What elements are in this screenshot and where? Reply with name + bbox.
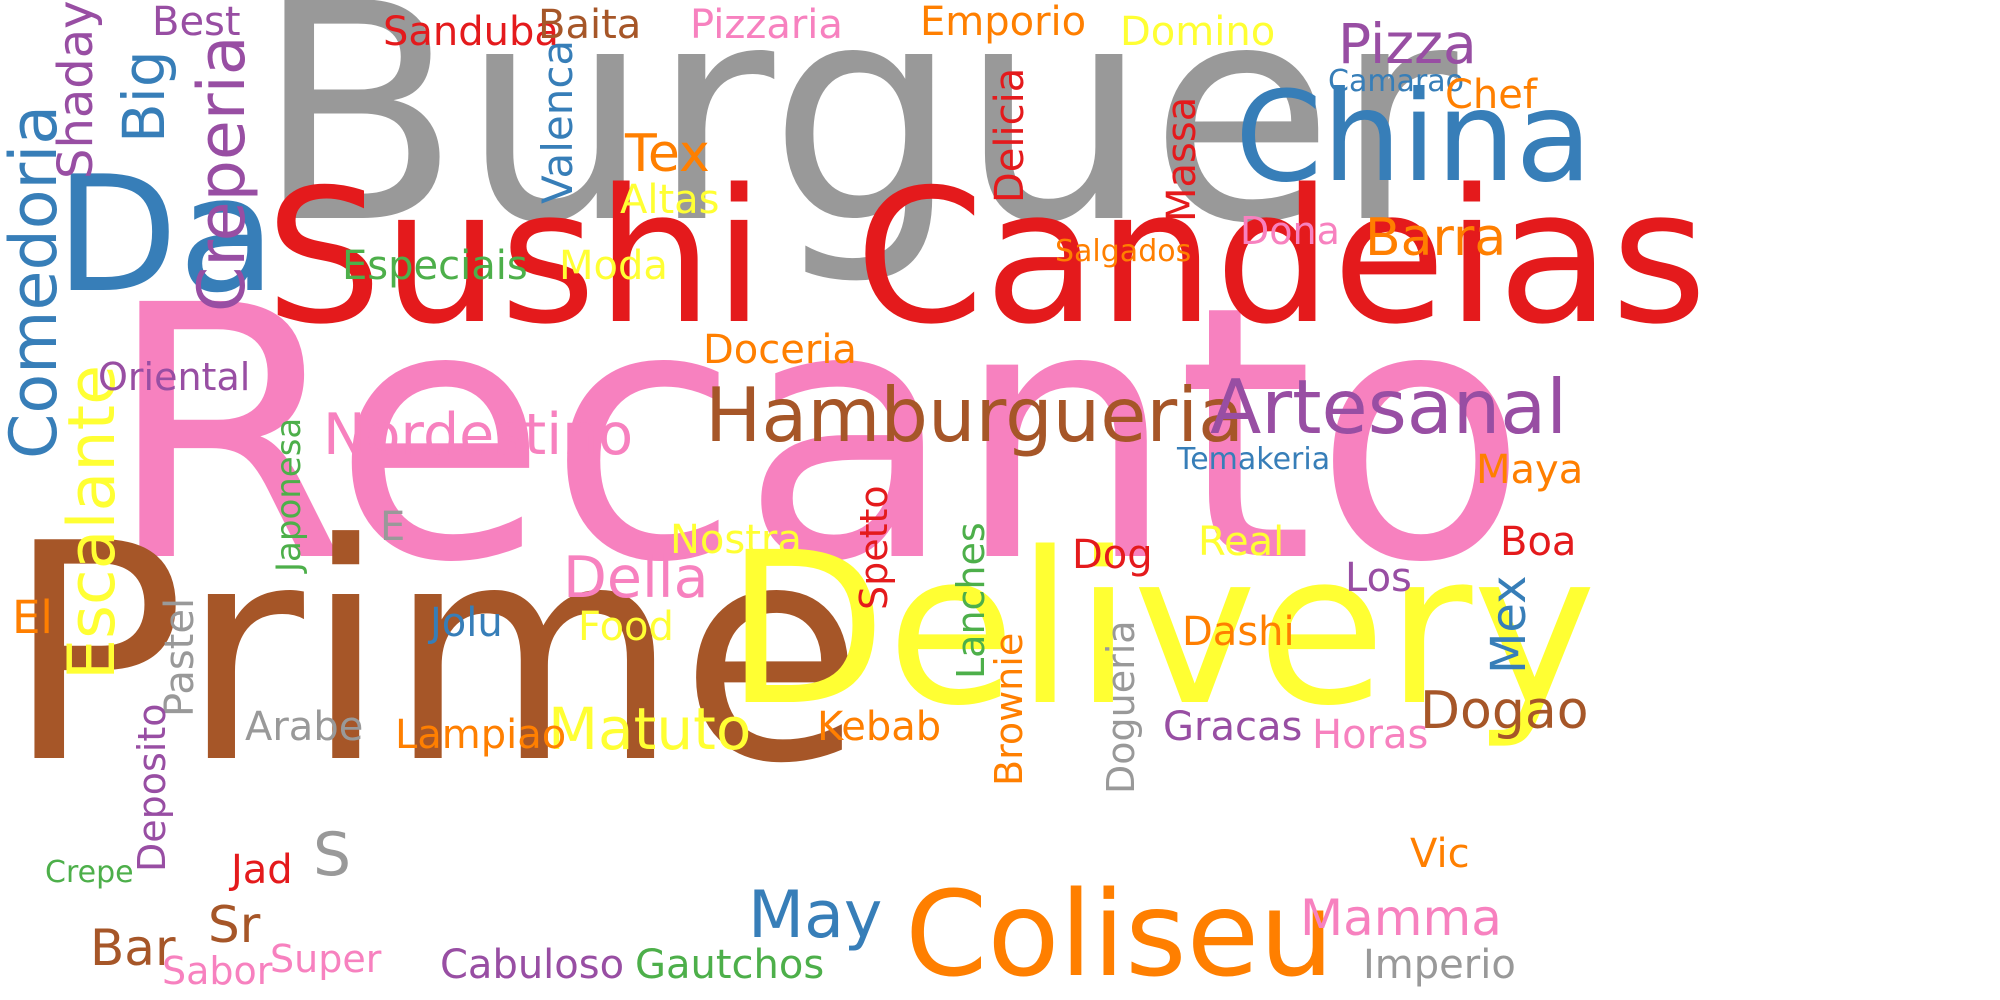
word-food: Food <box>578 604 674 650</box>
word-delicia: Delicia <box>987 67 1033 204</box>
word-oriental: Oriental <box>98 355 251 399</box>
word-gracas: Gracas <box>1163 704 1303 750</box>
word-kebab: Kebab <box>817 704 942 750</box>
word-arabe: Arabe <box>245 704 364 750</box>
word-horas: Horas <box>1312 712 1429 758</box>
word-tex: Tex <box>625 124 710 184</box>
word-da: Da <box>55 141 277 328</box>
word-mamma: Mamma <box>1300 889 1502 947</box>
word-della: Della <box>563 545 709 611</box>
word-lanches: Lanches <box>949 521 993 679</box>
word-pizzaria: Pizzaria <box>690 2 843 48</box>
word-chef: Chef <box>1445 72 1537 118</box>
word-china: China <box>1235 65 1593 210</box>
word-dogueria: Dogueria <box>1099 619 1143 794</box>
word-gautchos: Gautchos <box>635 942 825 988</box>
word-mex: Mex <box>1481 574 1537 674</box>
word-escalante: Escalante <box>55 364 130 681</box>
word-may: May <box>748 878 883 953</box>
word-big: Big <box>110 49 178 143</box>
word-deposito: Deposito <box>130 702 174 872</box>
word-massa: Massa <box>1159 96 1205 223</box>
word-candeias: Candeias <box>855 149 1708 365</box>
word-emporio: Emporio <box>920 0 1087 45</box>
word-boa: Boa <box>1500 519 1577 565</box>
word-dona: Dona <box>1240 209 1340 253</box>
word-altas: Altas <box>620 177 720 223</box>
word-prime: Prime <box>5 480 865 829</box>
word-los: Los <box>1345 555 1412 601</box>
word-best: Best <box>152 0 241 45</box>
word-jolu: Jolu <box>430 600 503 646</box>
word-shaday: Shaday <box>48 0 104 179</box>
word-crepe: Crepe <box>45 855 134 890</box>
word-cabuloso: Cabuloso <box>440 942 625 988</box>
word-especiais: Especiais <box>342 243 528 289</box>
word-doceria: Doceria <box>703 327 857 373</box>
word-vic: Vic <box>1410 831 1470 877</box>
word-brownie: Brownie <box>987 632 1031 787</box>
word-super: Super <box>270 937 382 981</box>
word-delivery: Delivery <box>725 507 1597 752</box>
word-el: El <box>12 591 53 644</box>
word-recanto: Recanto <box>105 231 1528 639</box>
word-sanduba: Sanduba <box>383 9 559 55</box>
word-salgados: Salgados <box>1055 234 1192 269</box>
word-real: Real <box>1198 519 1285 565</box>
word-moda: Moda <box>559 243 668 289</box>
word-nostra: Nostra <box>670 517 802 563</box>
word-camarao: Camarao <box>1328 64 1465 99</box>
word-dog: Dog <box>1072 532 1153 578</box>
word-artesanal: Artesanal <box>1210 363 1568 451</box>
word-baita: Baita <box>538 2 642 48</box>
word-barra: Barra <box>1365 208 1507 268</box>
word-s: S <box>313 820 352 890</box>
word-nordestino: Nordestino <box>323 402 634 468</box>
word-sr: Sr <box>208 896 261 954</box>
word-sabor: Sabor <box>162 949 273 993</box>
word-valenca: Valenca <box>533 39 582 205</box>
word-creperia: Creperia <box>185 34 260 312</box>
word-imperio: Imperio <box>1363 942 1516 988</box>
word-matuto: Matuto <box>548 695 752 763</box>
word-maya: Maya <box>1476 447 1584 493</box>
word-sushi: Sushi <box>265 149 765 365</box>
word-domino: Domino <box>1120 9 1276 55</box>
word-coliseu: Coliseu <box>905 865 1335 1000</box>
word-jad: Jad <box>231 847 293 893</box>
word-pizza: Pizza <box>1338 12 1477 76</box>
word-lampiao: Lampiao <box>395 712 567 758</box>
word-burguer: Burguer <box>255 0 1458 289</box>
word-temakeria: Temakeria <box>1177 442 1331 477</box>
word-spetto: Spetto <box>852 484 896 610</box>
word-japonesa: Japonesa <box>269 417 309 573</box>
word-hamburgueria: Hamburgueria <box>705 371 1244 459</box>
word-dogao: Dogao <box>1420 681 1589 741</box>
word-dashi: Dashi <box>1182 609 1295 655</box>
word-pastel: Pastel <box>157 597 203 718</box>
word-e: E <box>380 504 406 550</box>
word-bar: Bar <box>90 919 176 977</box>
